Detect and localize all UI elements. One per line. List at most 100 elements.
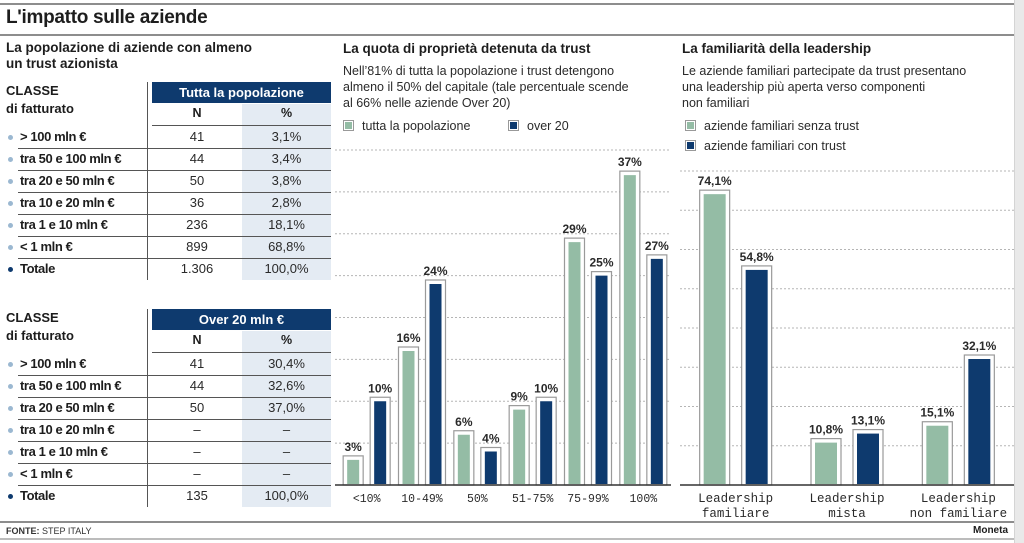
bar-aziende-familiari-con-trust [741, 265, 773, 486]
bar [703, 194, 726, 484]
ownership-bar-chart: 3% 10% <10% 16% 24% 10-49% 6% 4% 50% 9% 10% 51-75% 2… [335, 149, 671, 506]
bar-aziende-familiari-con-trust [963, 354, 995, 486]
row-divider [18, 170, 331, 171]
bar [429, 284, 442, 484]
row-divider [18, 463, 331, 464]
table-row-total: Totale 1.306 100,0% [6, 258, 331, 280]
bullet-icon [8, 362, 13, 367]
classe-line1: CLASSE [6, 310, 59, 325]
title-rule [0, 34, 1014, 36]
row-count: 50 [189, 400, 205, 415]
left-title-line2: un trust azionista [6, 56, 118, 71]
table-tutta-popolazione: CLASSE di fatturato Tutta la popolazione… [6, 82, 331, 282]
category-label: 75-99% [567, 493, 609, 506]
data-label: 29% [562, 222, 586, 236]
row-label: Totale [20, 488, 55, 503]
row-percent: 3,1% [271, 129, 302, 144]
legend-label: aziende familiari senza trust [704, 119, 859, 133]
bar-over-20 [480, 446, 502, 486]
row-label: > 100 mln € [20, 356, 87, 371]
bullet-icon [8, 223, 13, 228]
data-label: 6% [455, 415, 473, 429]
row-label: tra 20 e 50 mln € [20, 173, 115, 188]
row-divider [18, 148, 331, 149]
category-label: 50% [467, 493, 488, 506]
category-label: Leadership [698, 492, 773, 506]
table-over-20: CLASSE di fatturato Over 20 mln € N % > … [6, 309, 331, 509]
legend-swatch-navy [685, 140, 696, 151]
classe-line1: CLASSE [6, 83, 59, 98]
category-label: 10-49% [401, 493, 443, 506]
data-label: 37% [618, 155, 642, 169]
table-row: tra 50 e 100 mln € 44 32,6% [6, 375, 331, 397]
header-divider [152, 125, 331, 126]
row-count: 44 [189, 151, 205, 166]
source-value: STEP ITALY [42, 526, 92, 536]
data-label: 13,1% [851, 414, 885, 428]
bar-aziende-familiari-senza-trust [810, 438, 842, 486]
row-count: 1.306 [180, 261, 214, 276]
row-count: 41 [189, 129, 205, 144]
page-edge [1014, 0, 1024, 543]
row-label: < 1 mln € [20, 239, 73, 254]
bar [457, 434, 470, 484]
header-divider [152, 352, 331, 353]
category-label: Leadership [921, 492, 996, 506]
category-label: 100% [630, 493, 658, 506]
bar-over-20 [424, 279, 447, 486]
row-divider [18, 375, 331, 376]
table-row: > 100 mln € 41 3,1% [6, 126, 331, 148]
row-count: 899 [186, 239, 208, 254]
bar-tutta-la-popolazione [342, 455, 364, 486]
legend-over-20: over 20 [508, 119, 569, 133]
table-row: tra 10 e 20 mln € – – [6, 419, 331, 441]
row-label: tra 10 e 20 mln € [20, 422, 115, 437]
category-label: familiare [702, 507, 770, 521]
bar-over-20 [535, 396, 557, 486]
middle-panel-description: Nell’81% di tutta la popolazione i trust… [343, 63, 629, 111]
leadership-bar-chart: 74,1%54,8%Leadershipfamiliare10,8%13,1%L… [680, 170, 1014, 521]
data-label: 24% [423, 264, 447, 278]
desc-line1: Nell’81% di tutta la popolazione i trust… [343, 64, 615, 78]
row-percent: 3,8% [271, 173, 302, 188]
legend-label: tutta la popolazione [362, 119, 471, 133]
legend-label: over 20 [527, 119, 569, 133]
row-label: < 1 mln € [20, 466, 73, 481]
classe-header: CLASSE di fatturato [6, 309, 74, 345]
row-label: tra 20 e 50 mln € [20, 400, 115, 415]
data-label: 4% [482, 432, 500, 446]
row-percent: – [282, 422, 291, 437]
row-count: 36 [189, 195, 205, 210]
row-count: 41 [189, 356, 205, 371]
legend-swatch-green [685, 120, 696, 131]
row-count: – [193, 422, 201, 437]
table-row: < 1 mln € – – [6, 463, 331, 485]
bar-over-20 [590, 271, 613, 486]
row-divider [18, 258, 331, 259]
data-label: 27% [645, 239, 669, 253]
col-n-header: N [192, 106, 202, 120]
row-divider [18, 192, 331, 193]
table-row: tra 20 e 50 mln € 50 3,8% [6, 170, 331, 192]
category-label: Leadership [809, 492, 884, 506]
bar [513, 409, 526, 484]
bullet-icon [8, 472, 13, 477]
col-pct-header: % [280, 333, 293, 347]
bar [857, 433, 879, 484]
table-row: < 1 mln € 899 68,8% [6, 236, 331, 258]
bar-tutta-la-popolazione [563, 237, 586, 486]
category-label: mista [828, 507, 866, 521]
desc-line3: al 66% nelle aziende Over 20) [343, 96, 511, 110]
row-count: 236 [186, 217, 208, 232]
bar-tutta-la-popolazione [508, 405, 530, 486]
row-percent: 100,0% [264, 261, 309, 276]
bar-over-20 [646, 254, 668, 486]
row-divider [18, 214, 331, 215]
bar [374, 401, 387, 484]
right-panel-title: La familiarità della leadership [682, 41, 872, 56]
bar-aziende-familiari-senza-trust [921, 421, 953, 486]
bar [815, 442, 837, 484]
data-label: 15,1% [920, 406, 954, 420]
classe-header: CLASSE di fatturato [6, 82, 74, 118]
bar [623, 175, 636, 484]
